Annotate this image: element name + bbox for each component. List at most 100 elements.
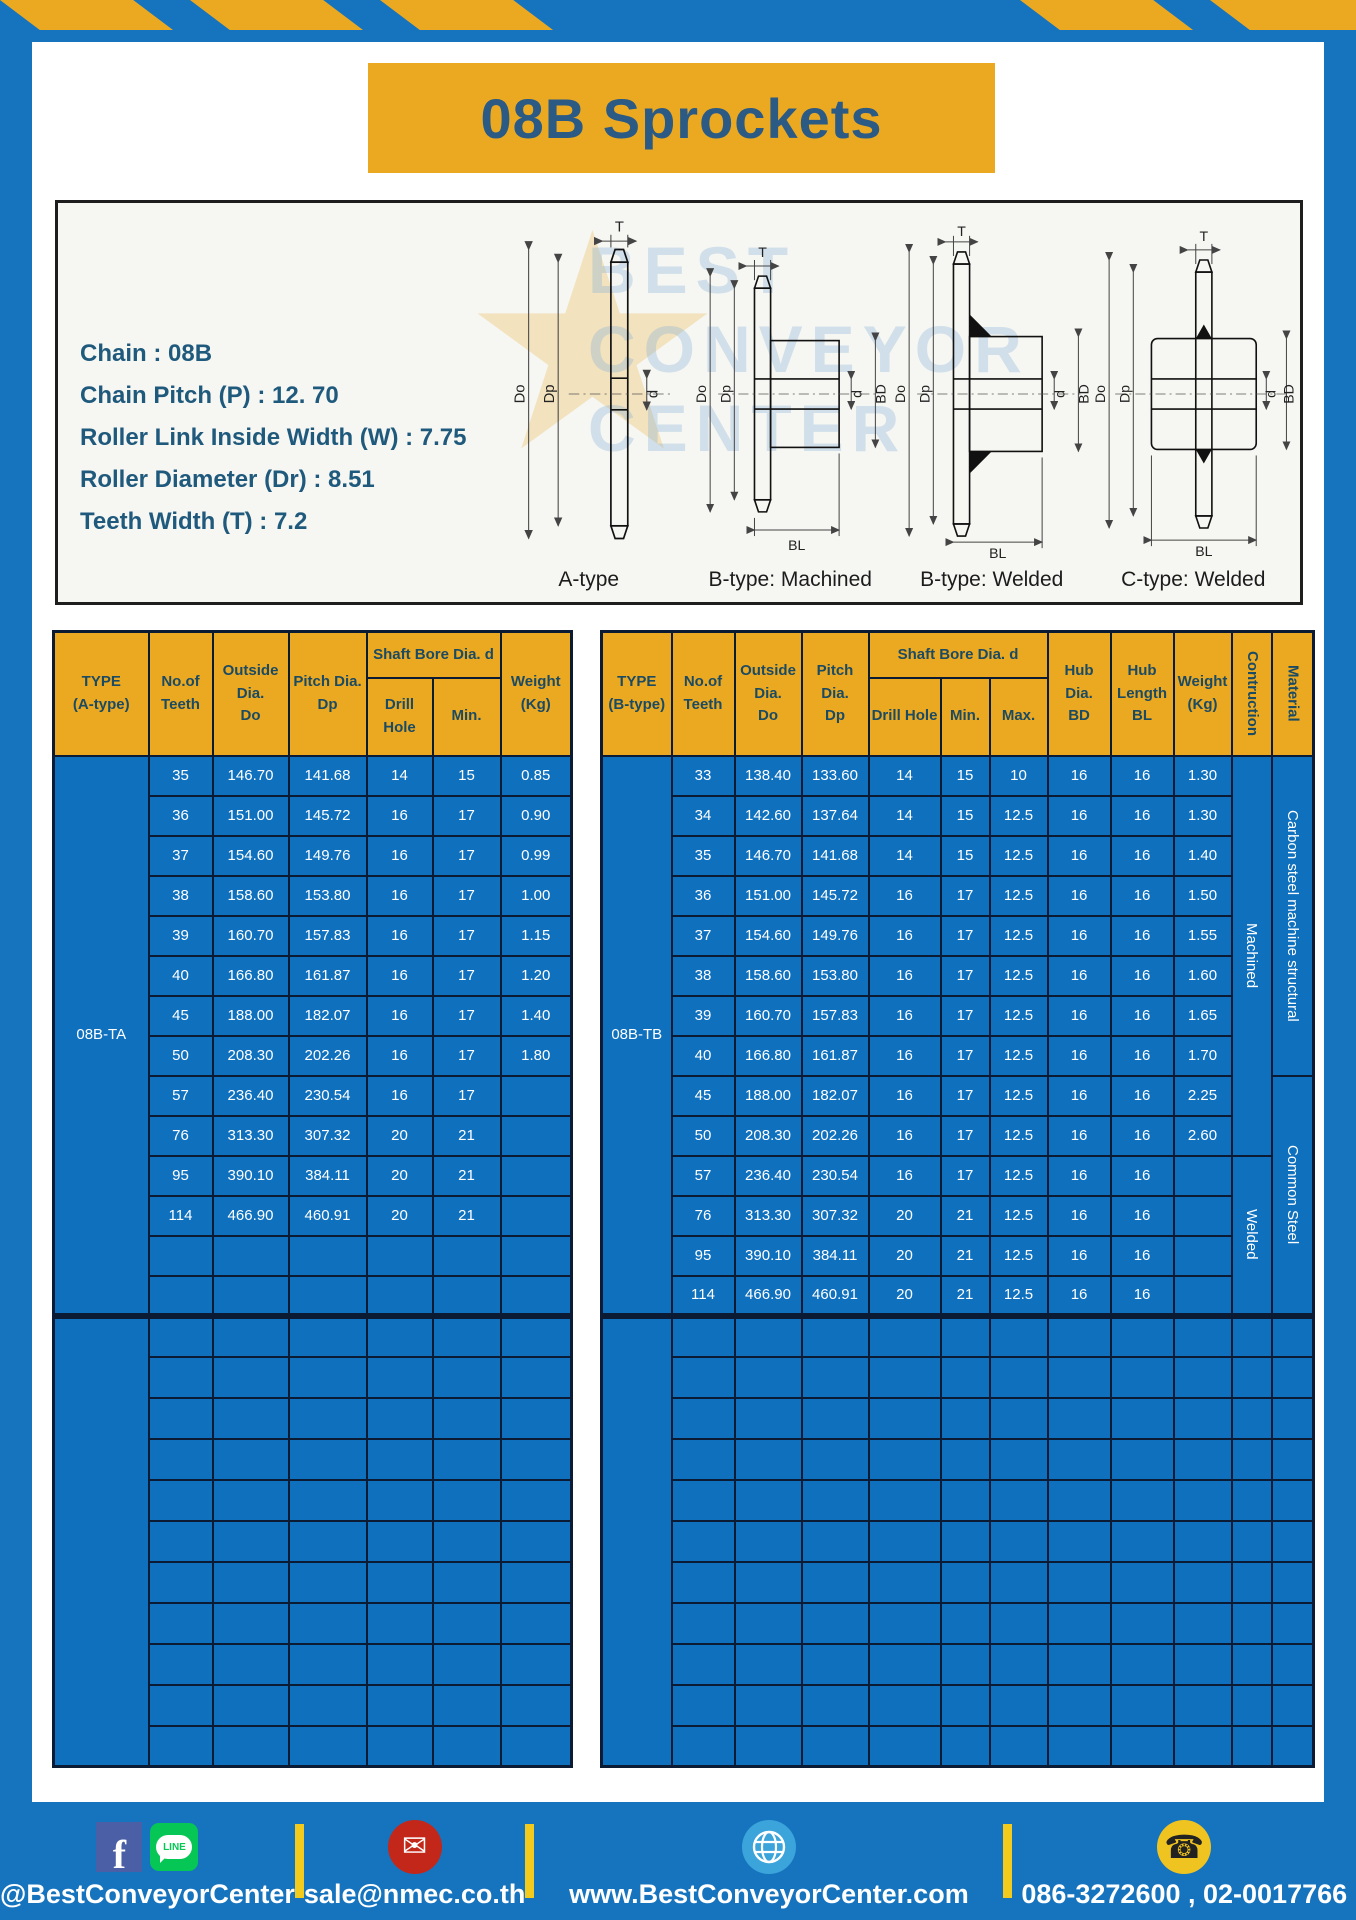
col-header-weight: Weight (Kg) <box>1172 630 1233 757</box>
data-cell: 40 <box>147 954 214 997</box>
data-cell: 182.07 <box>287 994 368 1037</box>
data-cell <box>1172 1234 1233 1277</box>
line-icon[interactable]: LINE <box>150 1823 199 1871</box>
empty-table-row <box>54 1437 573 1481</box>
data-cell <box>1230 1437 1273 1481</box>
data-cell: 17 <box>431 914 502 957</box>
data-cell: 37 <box>147 834 214 877</box>
data-cell <box>211 1437 290 1481</box>
data-cell: 12.5 <box>988 1234 1049 1277</box>
data-cell <box>287 1724 368 1768</box>
data-cell <box>1270 1519 1315 1563</box>
data-cell: 236.40 <box>733 1154 803 1197</box>
data-cell: 466.90 <box>211 1194 290 1237</box>
data-cell <box>287 1601 368 1645</box>
globe-icon[interactable] <box>741 1820 796 1874</box>
data-cell: 16 <box>1109 754 1175 797</box>
data-cell: 14 <box>867 794 942 837</box>
data-cell <box>988 1478 1049 1522</box>
table-row: 34 142.60 137.64 14 15 12.5 16 16 1.30 <box>602 794 1314 837</box>
footer-website-section: www.BestConveyorCenter.com <box>534 1802 1003 1920</box>
empty-table-row <box>54 1560 573 1604</box>
phone-numbers-label[interactable]: 086-3272600 , 02-0017766 <box>1021 1879 1348 1909</box>
empty-table-row <box>54 1396 573 1440</box>
data-cell: 12.5 <box>988 1154 1049 1197</box>
left-table-body: 08B-TA 35 146.70 141.68 14 15 0.85 36 151.00 145.… <box>52 754 573 1768</box>
merged-vertical-cell: Carbon steel machine structural <box>1270 754 1315 1077</box>
data-cell <box>988 1355 1049 1399</box>
data-cell <box>1046 1519 1112 1563</box>
data-cell <box>365 1519 434 1563</box>
data-cell: 1.30 <box>1172 754 1233 797</box>
data-cell <box>365 1234 434 1277</box>
data-cell: 141.68 <box>287 754 368 797</box>
data-cell: 50 <box>147 1034 214 1077</box>
data-cell: 1.40 <box>499 994 573 1037</box>
data-cell: 230.54 <box>287 1074 368 1117</box>
data-cell <box>733 1355 803 1399</box>
data-cell <box>1172 1274 1233 1317</box>
merged-vertical-cell: Common Steel <box>1270 1074 1315 1317</box>
data-cell <box>988 1601 1049 1645</box>
data-cell: 12.5 <box>988 1034 1049 1077</box>
data-cell <box>1230 1642 1273 1686</box>
data-cell <box>800 1683 870 1727</box>
data-cell: 76 <box>670 1194 736 1237</box>
data-cell <box>670 1683 736 1727</box>
data-cell: 16 <box>1109 1034 1175 1077</box>
sprocket-diagram-b-type-machined: T Do Dp d <box>690 209 892 598</box>
data-cell <box>211 1396 290 1440</box>
facebook-icon[interactable]: f <box>96 1822 143 1875</box>
email-icon[interactable]: ✉ <box>387 1820 442 1874</box>
empty-table-row <box>602 1355 1315 1399</box>
data-cell: 21 <box>939 1194 991 1237</box>
data-cell <box>1172 1560 1233 1604</box>
data-cell: 1.70 <box>1172 1034 1233 1077</box>
empty-table-row <box>602 1396 1315 1440</box>
data-cell <box>211 1560 290 1604</box>
social-handle-label[interactable]: @BestConveyorCenter <box>0 1879 295 1909</box>
data-cell: 36 <box>670 874 736 917</box>
table-row: 40 166.80 161.87 16 17 12.5 16 16 1.70 <box>602 1034 1314 1077</box>
data-cell: 146.70 <box>733 834 803 877</box>
data-cell: 460.91 <box>800 1274 870 1317</box>
data-cell <box>800 1560 870 1604</box>
data-cell: 20 <box>867 1274 942 1317</box>
table-row: 114 466.90 460.91 20 21 12.5 16 16 <box>602 1274 1314 1317</box>
data-cell: 202.26 <box>287 1034 368 1077</box>
data-cell: 307.32 <box>800 1194 870 1237</box>
data-cell: 384.11 <box>287 1154 368 1197</box>
phone-icon[interactable]: ☎ <box>1157 1820 1212 1874</box>
empty-table-row <box>54 1478 573 1522</box>
col-header-outside: Outside Dia. Do <box>211 630 290 757</box>
data-cell <box>1172 1355 1233 1399</box>
col-header-outside: Outside Dia. Do <box>733 630 803 757</box>
data-cell <box>670 1724 736 1768</box>
email-label[interactable]: sale@nmec.co.th <box>303 1879 526 1909</box>
data-cell <box>1046 1312 1112 1358</box>
diagram-figures: T Do Dp d A-type <box>488 209 1294 598</box>
data-cell <box>499 1234 573 1277</box>
line-bubble-tail <box>160 1856 168 1863</box>
data-cell <box>939 1478 991 1522</box>
data-cell: 16 <box>1109 914 1175 957</box>
website-label[interactable]: www.BestConveyorCenter.com <box>569 1879 969 1909</box>
data-cell: 16 <box>365 1074 434 1117</box>
svg-text:Dp: Dp <box>717 385 733 403</box>
type-cell <box>52 1312 150 1768</box>
data-cell: 16 <box>1046 1034 1112 1077</box>
data-cell <box>1046 1355 1112 1399</box>
data-cell <box>867 1437 942 1481</box>
data-cell: 16 <box>1109 1274 1175 1317</box>
data-cell: 16 <box>365 834 434 877</box>
data-cell: 1.30 <box>1172 794 1233 837</box>
svg-text:T: T <box>615 220 624 236</box>
data-cell <box>670 1396 736 1440</box>
stripe-decoration <box>190 0 363 30</box>
data-cell <box>499 1154 573 1197</box>
table-row: 37 154.60 149.76 16 17 0.99 <box>54 834 573 877</box>
data-cell <box>733 1312 803 1358</box>
data-cell: 12.5 <box>988 1194 1049 1237</box>
data-cell: 39 <box>147 914 214 957</box>
data-cell <box>939 1642 991 1686</box>
